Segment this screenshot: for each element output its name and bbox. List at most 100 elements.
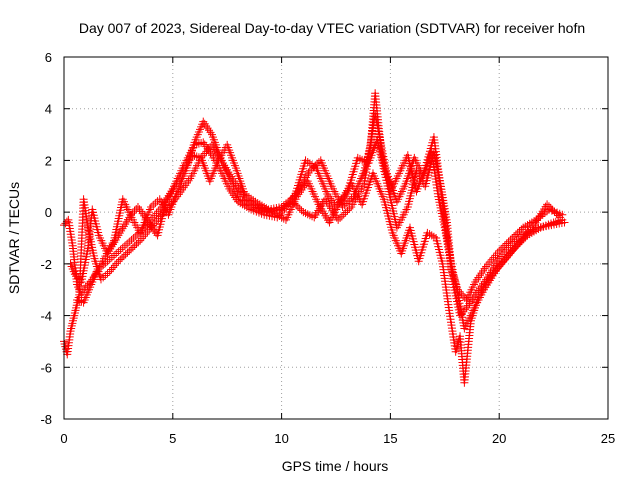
data-marker: [513, 228, 522, 237]
data-marker: [336, 214, 345, 223]
data-marker: [202, 147, 211, 156]
x-axis-label: GPS time / hours: [282, 458, 389, 474]
data-marker: [143, 227, 152, 236]
x-tick-label: 15: [383, 431, 397, 446]
x-tick-label: 5: [169, 431, 176, 446]
data-marker: [150, 211, 159, 220]
data-point: [125, 246, 134, 255]
data-marker: [324, 192, 333, 201]
data-point: [453, 285, 462, 294]
data-marker: [339, 194, 348, 203]
data-point: [334, 215, 343, 224]
data-point: [199, 138, 208, 147]
data-marker: [337, 212, 346, 221]
data-marker: [127, 211, 136, 220]
data-point: [462, 303, 471, 312]
data-marker: [203, 124, 212, 133]
data-marker: [511, 243, 520, 252]
data-point: [70, 270, 79, 279]
data-marker: [146, 220, 155, 229]
x-tick-label: 10: [274, 431, 288, 446]
data-marker: [511, 230, 520, 239]
data-point: [323, 190, 332, 199]
data-marker: [506, 235, 515, 244]
axis-ticks: 0 5 10 15 20 25 -8 -6 -4 -2 0 2 4 6: [40, 50, 615, 446]
data-marker: [326, 194, 335, 203]
series-track-c: [73, 109, 565, 333]
data-marker: [141, 230, 150, 239]
data-point: [105, 267, 114, 276]
y-tick-label: -4: [40, 309, 52, 324]
data-marker: [459, 291, 468, 300]
data-marker: [200, 119, 209, 128]
x-tick-label: 0: [60, 431, 67, 446]
data-marker: [345, 196, 354, 205]
data-point: [144, 218, 153, 227]
data-point: [558, 210, 567, 219]
data-marker: [500, 241, 509, 250]
data-marker: [292, 201, 301, 210]
data-marker: [513, 240, 522, 249]
data-marker: [515, 227, 524, 236]
data-marker: [343, 206, 352, 215]
data-marker: [123, 248, 132, 257]
data-marker: [335, 198, 344, 207]
y-tick-label: -8: [40, 412, 52, 427]
data-point: [508, 234, 517, 242]
data-marker: [202, 121, 211, 130]
x-tick-label: 25: [601, 431, 615, 446]
data-marker: [498, 243, 507, 252]
data-marker: [121, 250, 130, 259]
chart-title: Day 007 of 2023, Sidereal Day-to-day VTE…: [79, 20, 585, 36]
data-marker: [147, 222, 156, 231]
data-marker: [290, 199, 299, 208]
data-point: [125, 213, 134, 222]
data-marker: [200, 149, 209, 158]
data-marker: [327, 196, 336, 205]
data-marker: [341, 192, 350, 201]
data-marker: [118, 253, 127, 262]
data-series: [60, 89, 569, 387]
data-marker: [333, 200, 342, 209]
y-tick-label: 2: [45, 153, 52, 168]
data-point: [114, 257, 123, 266]
data-marker: [137, 234, 146, 243]
data-marker: [339, 210, 348, 219]
y-tick-label: -6: [40, 360, 52, 375]
data-marker: [295, 204, 304, 213]
data-point: [495, 246, 504, 255]
data-marker: [200, 140, 209, 149]
data-marker: [119, 252, 128, 261]
data-marker: [116, 255, 125, 264]
data-marker: [509, 245, 518, 254]
data-marker: [127, 245, 136, 254]
data-marker: [130, 241, 139, 250]
y-axis-label: SDTVAR / TECUs: [6, 182, 22, 294]
x-tick-label: 20: [492, 431, 506, 446]
data-marker: [107, 265, 116, 274]
data-marker: [112, 259, 121, 268]
series-track-d: [66, 135, 567, 305]
data-marker: [293, 202, 302, 211]
data-marker: [128, 243, 137, 252]
data-marker: [457, 289, 466, 298]
data-marker: [455, 287, 464, 296]
y-tick-label: 0: [45, 205, 52, 220]
data-marker: [468, 295, 477, 304]
data-marker: [515, 238, 524, 247]
y-tick-label: -2: [40, 257, 52, 272]
data-marker: [510, 232, 519, 241]
data-marker: [132, 240, 141, 249]
data-marker: [206, 128, 215, 137]
data-marker: [109, 263, 118, 272]
data-marker: [497, 245, 506, 254]
data-marker: [502, 239, 511, 248]
data-marker: [150, 227, 159, 236]
data-marker: [139, 232, 148, 241]
plot-frame: [63, 56, 609, 420]
data-marker: [504, 237, 513, 246]
data-marker: [345, 204, 354, 213]
data-marker: [228, 189, 237, 198]
